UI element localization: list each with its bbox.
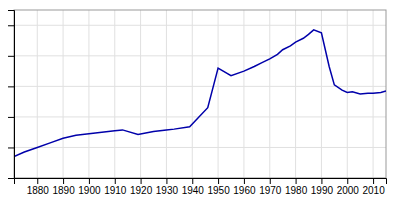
grid-line-x [218, 10, 219, 178]
tick: 1880 [27, 178, 50, 196]
tick: 1960 [233, 178, 256, 196]
grid-line-x [295, 10, 296, 178]
grid-line-x [88, 10, 89, 178]
plot-frame [14, 10, 386, 178]
tick-mark [37, 178, 38, 184]
tick-mark [296, 178, 297, 184]
grid-line-x [37, 10, 38, 178]
tick [8, 25, 14, 26]
tick-label: 1960 [233, 185, 256, 196]
x-axis: 1880189019001910192019301940195019601970… [15, 178, 387, 196]
tick-label: 1930 [156, 185, 179, 196]
grid-line-x [269, 10, 270, 178]
grid-line-y [14, 25, 386, 26]
tick [8, 117, 14, 118]
tick-mark [115, 178, 116, 184]
tick-label: 1890 [52, 185, 75, 196]
tick-mark [8, 25, 14, 26]
tick-mark [270, 178, 271, 184]
tick-label: 2010 [362, 185, 385, 196]
grid-line-y [14, 55, 386, 56]
line [14, 30, 386, 157]
grid-line-x [243, 10, 244, 178]
tick-label: 1880 [27, 185, 50, 196]
tick-mark [373, 178, 374, 184]
marks [14, 30, 386, 157]
tick: 1990 [311, 178, 334, 196]
tick-mark [141, 178, 142, 184]
tick: 1910 [104, 178, 127, 196]
tick: 1920 [130, 178, 153, 196]
tick: 1930 [156, 178, 179, 196]
tick-mark [347, 178, 348, 184]
tick-mark [8, 86, 14, 87]
tick: 1950 [207, 178, 230, 196]
tick-mark [8, 178, 14, 179]
grid-line-y [14, 147, 386, 148]
tick [8, 86, 14, 87]
grid-line-x [63, 10, 64, 178]
grid-line-x [347, 10, 348, 178]
tick: 1890 [52, 178, 75, 196]
tick-label: 2000 [337, 185, 360, 196]
tick-mark [218, 178, 219, 184]
axis-line [15, 179, 387, 185]
tick: 1970 [259, 178, 282, 196]
chart: 1880189019001910192019301940195019601970… [0, 0, 400, 200]
tick-mark [244, 178, 245, 184]
axis-line [8, 11, 15, 179]
tick-mark [89, 178, 90, 184]
tick-label: 1920 [130, 185, 153, 196]
grid-line-x [373, 10, 374, 178]
grid-line-x [114, 10, 115, 178]
tick [8, 56, 14, 57]
tick [8, 147, 14, 148]
tick: 2010 [362, 178, 385, 196]
tick-mark [192, 178, 193, 184]
tick-mark [8, 117, 14, 118]
grid-line-x [140, 10, 141, 178]
tick-label: 1950 [207, 185, 230, 196]
tick [8, 178, 14, 179]
y-axis [8, 11, 15, 179]
tick-label: 1940 [182, 185, 205, 196]
grid-line-x [166, 10, 167, 178]
grid-line-x [192, 10, 193, 178]
tick-label: 1990 [311, 185, 334, 196]
tick-mark [8, 56, 14, 57]
tick-mark [166, 178, 167, 184]
tick: 1980 [285, 178, 308, 196]
tick-label: 1970 [259, 185, 282, 196]
grid-line-y [14, 86, 386, 87]
tick-mark [63, 178, 64, 184]
tick-mark [8, 147, 14, 148]
tick: 2000 [337, 178, 360, 196]
tick-mark [321, 178, 322, 184]
grid [14, 10, 386, 178]
tick: 1900 [78, 178, 101, 196]
tick-label: 1980 [285, 185, 308, 196]
tick-label: 1910 [104, 185, 127, 196]
tick-label: 1900 [78, 185, 101, 196]
tick: 1940 [182, 178, 205, 196]
